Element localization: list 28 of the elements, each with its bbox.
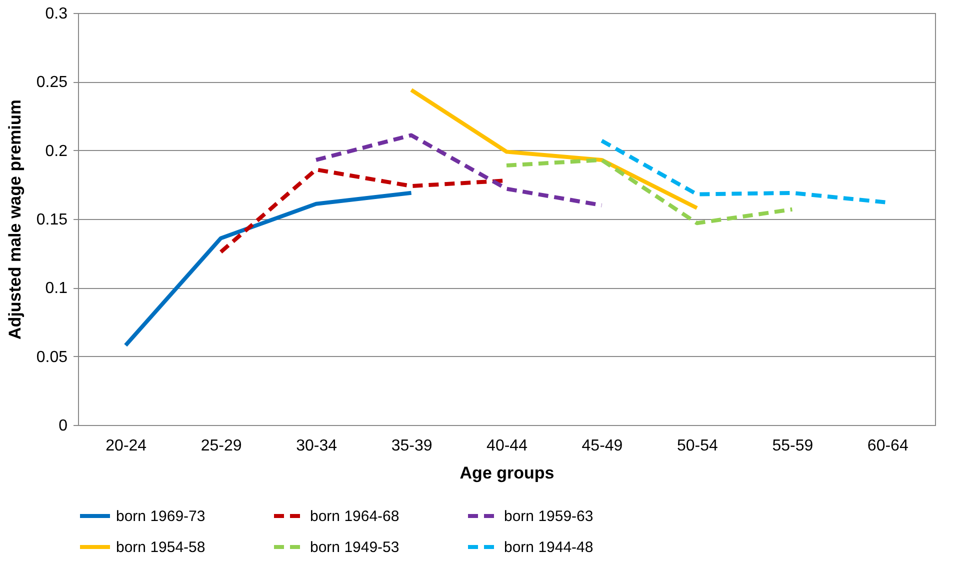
legend-label: born 1954-58 [116,539,206,556]
x-tick-label: 60-64 [867,438,908,454]
y-tick-label: 0.15 [36,212,68,228]
y-tick-label: 0.1 [45,280,68,298]
x-axis-title: Age groups [460,464,554,482]
legend-label: born 1969-73 [116,508,206,525]
y-tick-label: 0.05 [36,348,68,366]
y-axis-title: Adjusted male wage premium [5,100,24,340]
line-series [409,88,699,210]
x-tick-label: 30-34 [296,438,338,454]
line-series [314,133,604,208]
x-tick-label: 45-49 [582,438,623,454]
line-series [124,190,414,348]
legend-label: born 1949-53 [310,539,400,556]
legend-label: born 1959-63 [504,508,594,525]
y-tick-label: 0.2 [45,142,68,160]
x-tick-label: 20-24 [106,438,147,454]
y-tick-label: 0 [58,418,68,434]
x-tick-label: 55-59 [772,438,814,454]
x-tick-label: 50-54 [676,438,718,454]
y-tick-label: 0.25 [36,74,68,92]
x-tick-label: 40-44 [486,438,528,454]
legend-label: born 1944-48 [504,539,594,556]
line-series [504,158,794,226]
x-tick-label: 35-39 [391,438,432,454]
legend-label: born 1964-68 [310,508,400,525]
y-tick-label: 0.3 [45,6,68,22]
x-tick-label: 25-29 [200,438,242,454]
